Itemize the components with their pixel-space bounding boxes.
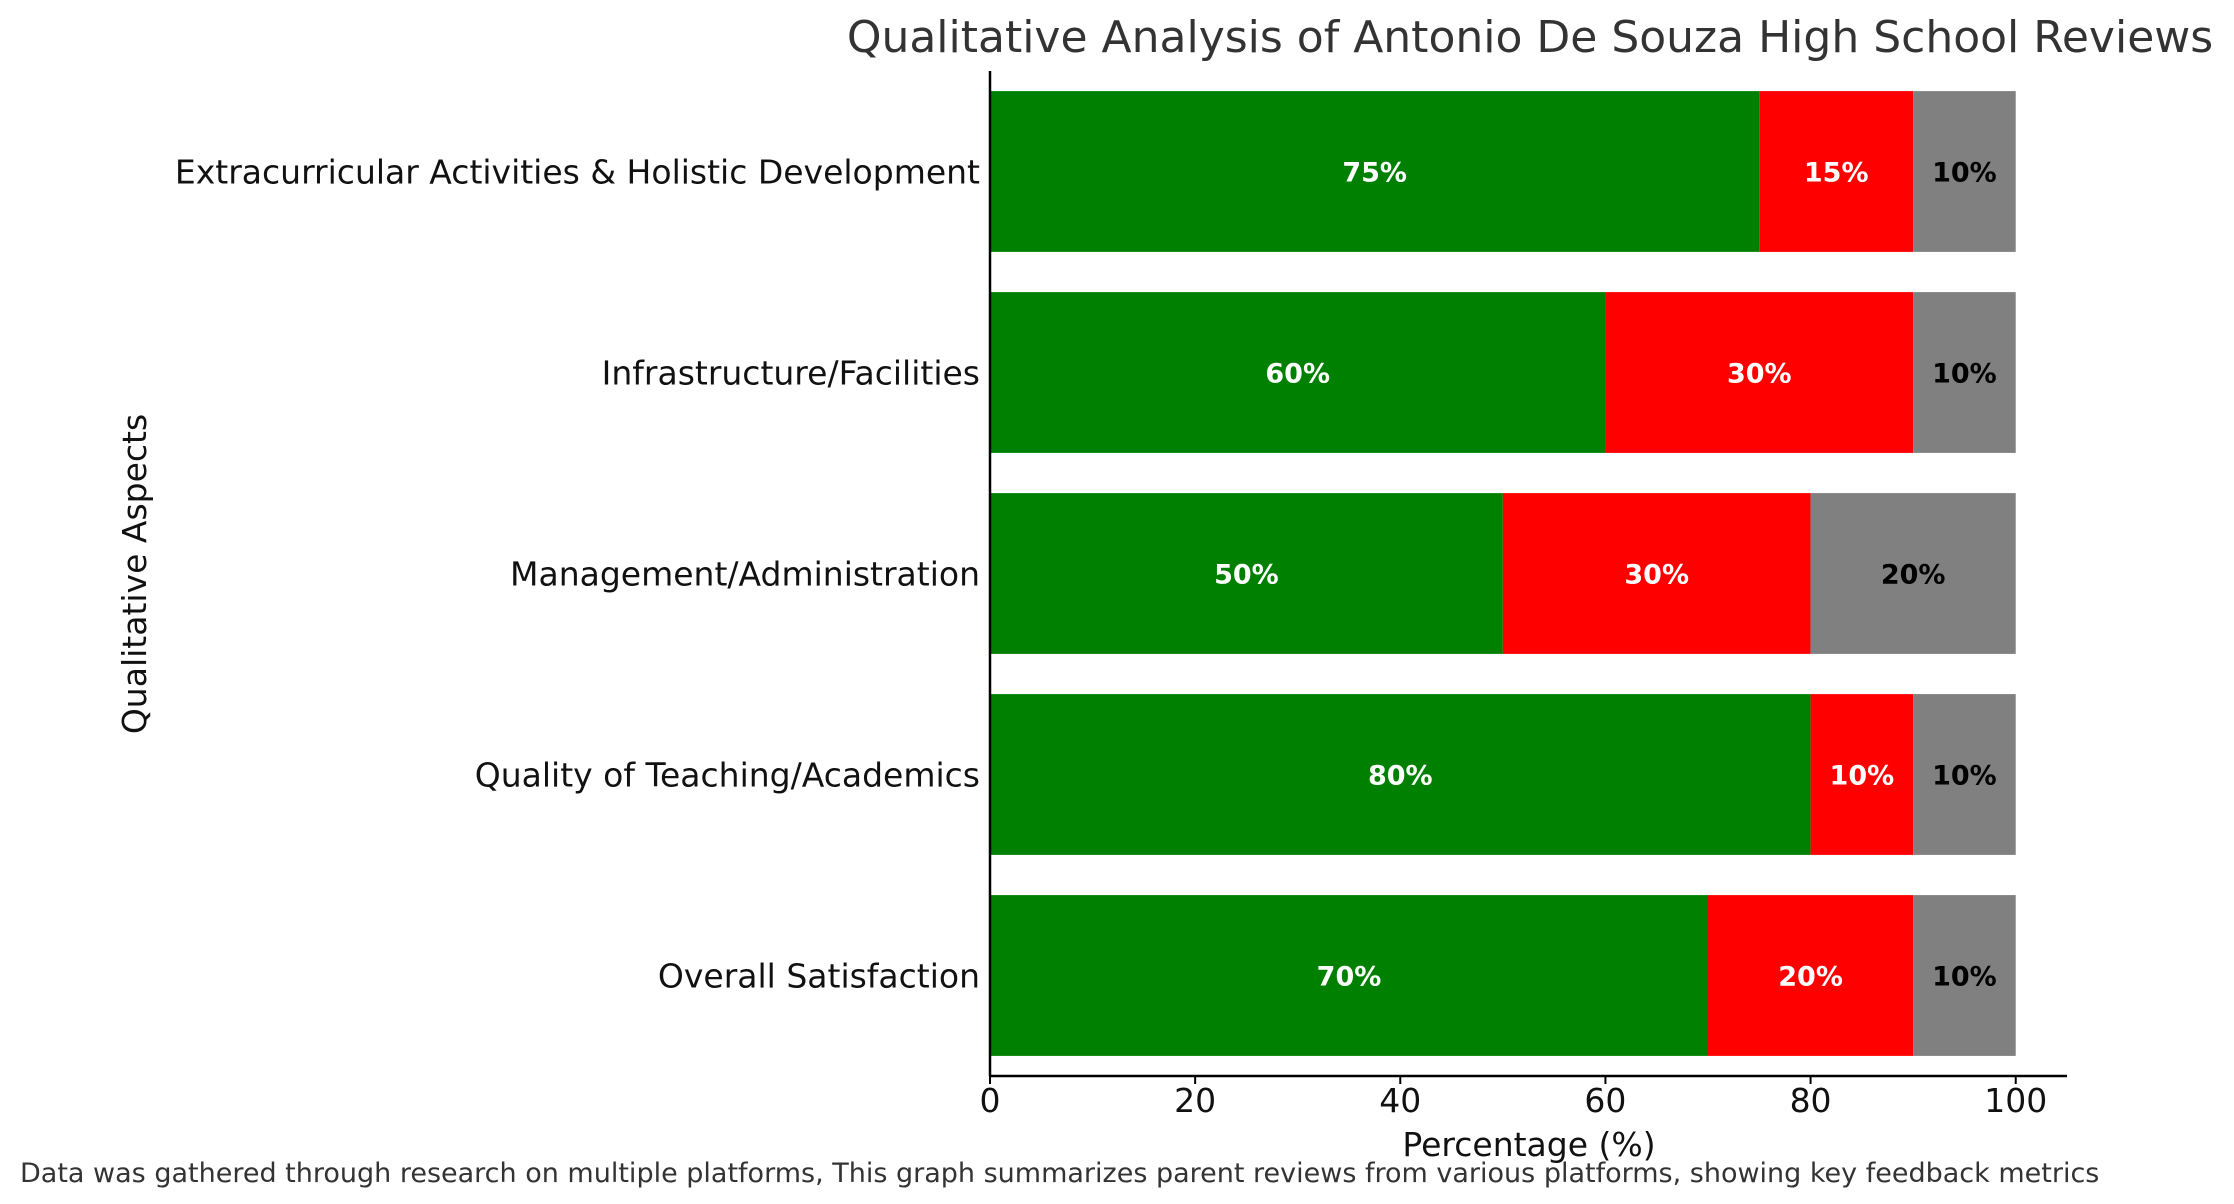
bar-value-label: 30% bbox=[1727, 359, 1792, 390]
bar-value-label: 60% bbox=[1265, 359, 1330, 390]
bar-segment-3 bbox=[1913, 91, 2016, 252]
bar-segment-2 bbox=[1810, 694, 1914, 855]
bar-segment-1 bbox=[990, 895, 1708, 1056]
bar-value-label: 15% bbox=[1804, 158, 1869, 189]
bar-value-label: 20% bbox=[1778, 962, 1843, 993]
bar-segment-2 bbox=[1759, 91, 1914, 252]
footnote-caption: Data was gathered through research on mu… bbox=[20, 1158, 2099, 1189]
axes-layer bbox=[988, 71, 2067, 1078]
y-tick-label: Overall Satisfaction bbox=[658, 957, 980, 996]
bars-layer: 70% 20% 10% 80% 10% 10% 50% 30% 20% 60% 30% 10% 75% 1… bbox=[990, 91, 2016, 1056]
bar-segment-1 bbox=[990, 493, 1503, 654]
bar-value-label: 10% bbox=[1932, 761, 1997, 792]
x-tick-label: 60 bbox=[1584, 1081, 1626, 1120]
bar-value-label: 80% bbox=[1368, 761, 1433, 792]
chart-title: Qualitative Analysis of Antonio De Souza… bbox=[847, 12, 2213, 63]
bar-segment-2 bbox=[1502, 493, 1811, 654]
y-tick-label: Extracurricular Activities & Holistic De… bbox=[175, 153, 980, 192]
category-labels: Overall Satisfaction Quality of Teaching/… bbox=[175, 153, 980, 996]
bar-segment-2 bbox=[1605, 292, 1914, 453]
bar-segment-3 bbox=[1913, 292, 2016, 453]
y-axis-title: Qualitative Aspects bbox=[115, 414, 154, 734]
bar-value-label: 10% bbox=[1932, 359, 1997, 390]
x-tick-label: 0 bbox=[980, 1081, 1001, 1120]
bar-value-label: 10% bbox=[1932, 158, 1997, 189]
x-tick-labels: 0 20 40 60 80 100 bbox=[980, 1076, 2047, 1120]
bar-segment-3 bbox=[1810, 493, 2016, 654]
bar-value-label: 70% bbox=[1317, 962, 1382, 993]
bar-value-label: 75% bbox=[1342, 158, 1407, 189]
bar-value-label: 30% bbox=[1624, 560, 1689, 591]
bar-segment-2 bbox=[1708, 895, 1914, 1056]
bar-segment-1 bbox=[990, 694, 1811, 855]
y-tick-label: Management/Administration bbox=[510, 555, 980, 594]
bar-segment-3 bbox=[1913, 895, 2016, 1056]
y-tick-label: Infrastructure/Facilities bbox=[602, 354, 980, 393]
bar-segment-1 bbox=[990, 91, 1760, 252]
x-tick-label: 40 bbox=[1379, 1081, 1421, 1120]
x-tick-label: 80 bbox=[1790, 1081, 1832, 1120]
x-tick-label: 100 bbox=[1984, 1081, 2047, 1120]
y-tick-label: Quality of Teaching/Academics bbox=[475, 756, 980, 795]
x-tick-label: 20 bbox=[1174, 1081, 1216, 1120]
bar-segment-1 bbox=[990, 292, 1606, 453]
bar-value-label: 10% bbox=[1830, 761, 1895, 792]
bar-value-label: 50% bbox=[1214, 560, 1279, 591]
bar-value-label: 20% bbox=[1881, 560, 1946, 591]
bar-segment-3 bbox=[1913, 694, 2016, 855]
x-axis-title: Percentage (%) bbox=[1402, 1125, 1655, 1164]
bar-value-label: 10% bbox=[1932, 962, 1997, 993]
